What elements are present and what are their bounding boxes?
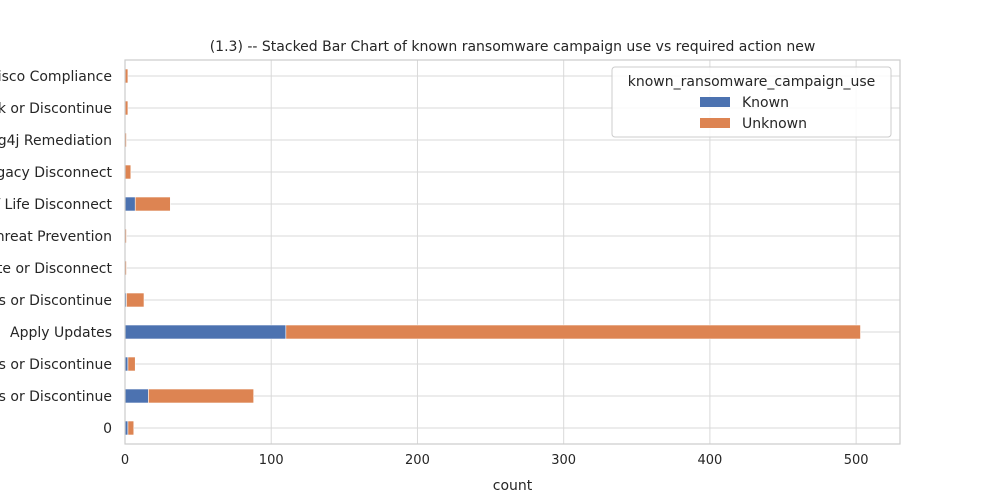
bars bbox=[124, 68, 861, 436]
y-tick-label: Apply Updates bbox=[10, 325, 112, 341]
bar-known bbox=[124, 324, 287, 340]
x-axis-label: count bbox=[493, 478, 533, 494]
x-tick-label: 100 bbox=[259, 453, 284, 468]
legend-label-unknown: Unknown bbox=[742, 116, 807, 132]
y-tick-label: g4j Remediation bbox=[0, 133, 112, 149]
y-tick-label: hreat Prevention bbox=[0, 229, 112, 245]
x-tick-label: 300 bbox=[551, 453, 576, 468]
bar-unknown bbox=[127, 420, 135, 436]
legend-swatch-unknown bbox=[700, 118, 730, 128]
x-tick-label: 500 bbox=[844, 453, 869, 468]
y-tick-label: es or Discontinue bbox=[0, 293, 112, 309]
y-tick-label: ns or Discontinue bbox=[0, 389, 112, 405]
legend-swatch-known bbox=[700, 97, 730, 107]
legend-title: known_ransomware_campaign_use bbox=[628, 74, 875, 90]
y-tick-label: f Life Disconnect bbox=[0, 197, 113, 213]
bar-unknown bbox=[124, 164, 132, 180]
y-tick-label: ate or Disconnect bbox=[0, 261, 112, 277]
chart-title: (1.3) -- Stacked Bar Chart of known rans… bbox=[210, 39, 816, 55]
legend: known_ransomware_campaign_use Known Unkno… bbox=[611, 66, 892, 138]
bar-known bbox=[124, 388, 149, 404]
bar-unknown bbox=[127, 356, 136, 372]
x-tick-labels: 0 100 200 300 400 500 bbox=[121, 453, 869, 468]
x-tick-label: 400 bbox=[697, 453, 722, 468]
bar-unknown bbox=[148, 388, 254, 404]
y-tick-label: gacy Disconnect bbox=[0, 165, 113, 181]
x-tick-label: 200 bbox=[405, 453, 430, 468]
y-tick-label: ck or Discontinue bbox=[0, 101, 112, 117]
legend-label-known: Known bbox=[742, 95, 789, 111]
bar-known bbox=[124, 196, 136, 212]
bar-unknown bbox=[126, 292, 145, 308]
legend-box bbox=[611, 66, 892, 138]
y-tick-label: ns or Discontinue bbox=[0, 357, 112, 373]
y-tick-label: isco Compliance bbox=[0, 69, 112, 85]
y-tick-labels: 0 ns or Discontinue ns or Discontinue Apply… bbox=[0, 69, 113, 437]
plot-frame bbox=[124, 59, 901, 445]
bar-unknown bbox=[134, 196, 171, 212]
bar-unknown bbox=[285, 324, 861, 340]
y-tick-label: 0 bbox=[103, 421, 112, 437]
x-tick-label: 0 bbox=[121, 453, 129, 468]
